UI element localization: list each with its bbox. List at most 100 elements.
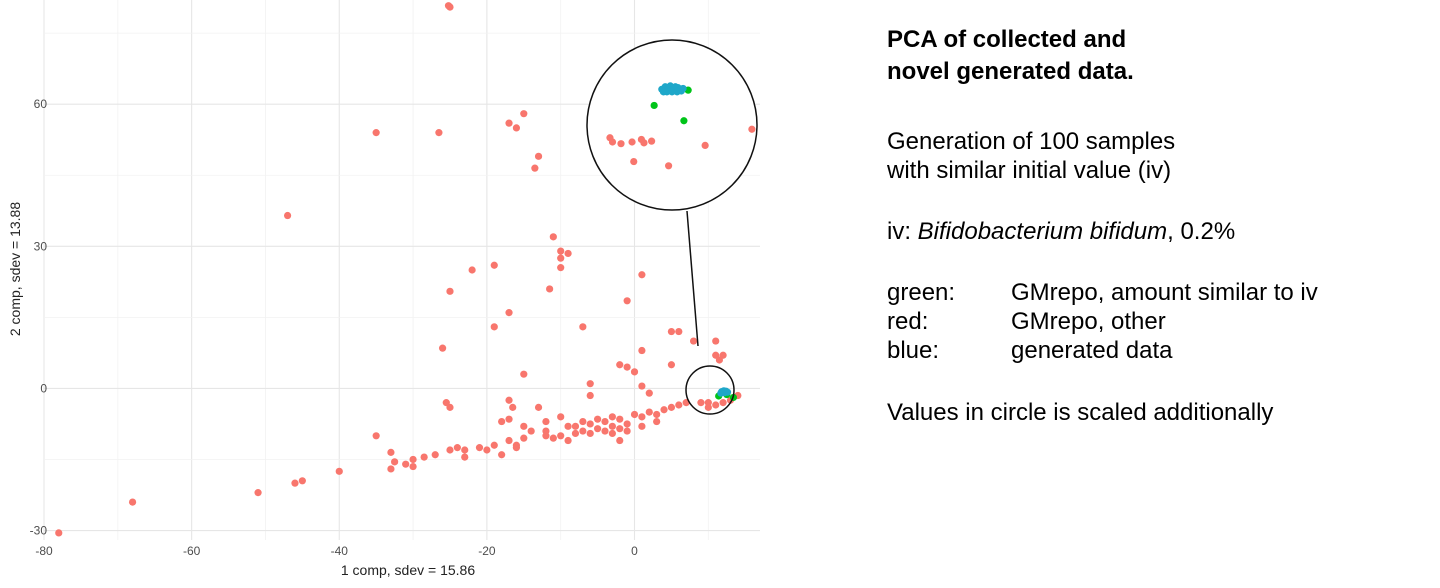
footnote: Values in circle is scaled additionally: [887, 399, 1274, 426]
data-point: [531, 164, 539, 172]
data-point: [128, 498, 137, 506]
data-point: [653, 417, 661, 426]
data-point: [638, 382, 646, 390]
data-point: [534, 152, 543, 160]
data-point: [601, 417, 609, 426]
data-point: [505, 436, 513, 445]
inset-data-point: [663, 88, 671, 96]
legend-value: generated data: [1011, 337, 1173, 364]
inset-data-point: [701, 141, 709, 149]
data-point: [520, 110, 528, 118]
data-point: [461, 453, 469, 461]
x-tick-label: -20: [478, 544, 496, 558]
data-point: [608, 422, 616, 430]
inset-data-point: [617, 140, 625, 148]
data-point: [608, 413, 616, 421]
data-point: [697, 399, 705, 407]
data-point: [446, 287, 454, 295]
data-point: [719, 399, 727, 407]
zoom-callout: [586, 39, 758, 415]
data-point: [505, 119, 513, 127]
data-point: [623, 420, 631, 428]
data-point: [601, 427, 609, 435]
inset-data-point: [668, 88, 676, 96]
legend-key: red:: [887, 308, 929, 335]
data-point: [534, 403, 543, 411]
data-point: [689, 337, 698, 345]
data-point: [372, 129, 380, 137]
inset-data-point: [608, 138, 617, 146]
data-point: [712, 401, 720, 409]
zoom-inset-circle: [586, 39, 758, 211]
inset-data-point: [677, 87, 685, 95]
data-point: [475, 444, 484, 452]
initial-value-line: iv: Bifidobacterium bifidum, 0.2%: [887, 217, 1427, 246]
panel-title: PCA of collected and novel generated dat…: [887, 26, 1134, 85]
data-point: [616, 361, 624, 369]
y-tick-label: 0: [40, 381, 47, 395]
data-point: [675, 327, 683, 336]
data-point: [461, 446, 469, 454]
data-point: [645, 389, 653, 397]
description-panel: PCA of collected and novel generated dat…: [887, 24, 1427, 427]
data-point: [409, 462, 417, 471]
data-point: [520, 422, 528, 430]
data-point: [594, 425, 602, 433]
data-point: [638, 422, 646, 430]
data-point: [616, 436, 624, 445]
data-point: [717, 389, 725, 397]
data-point: [557, 247, 565, 255]
data-point: [420, 453, 428, 461]
inset-data-point: [650, 101, 658, 110]
data-point: [254, 489, 262, 497]
data-point: [557, 254, 565, 262]
data-point: [579, 427, 587, 435]
x-tick-label: -40: [331, 544, 349, 558]
data-point: [542, 417, 550, 426]
data-point: [527, 427, 535, 435]
data-point: [715, 356, 724, 364]
data-point: [490, 441, 498, 449]
data-points: [55, 2, 742, 537]
legend-value: GMrepo, other: [1011, 308, 1166, 335]
data-point: [712, 337, 720, 345]
data-point: [557, 413, 565, 421]
data-point: [608, 429, 616, 438]
data-point: [372, 432, 380, 440]
legend: green: GMrepo, amount similar to iv red:…: [887, 278, 1427, 365]
data-point: [571, 422, 580, 430]
y-tick-label: -30: [30, 524, 48, 538]
legend-key: green:: [887, 279, 956, 306]
data-point: [468, 266, 476, 274]
data-point: [564, 249, 572, 258]
data-point: [630, 410, 639, 419]
data-point: [653, 410, 661, 419]
legend-key: blue:: [887, 337, 940, 364]
data-point: [298, 477, 306, 485]
data-point: [645, 408, 653, 416]
data-point: [505, 396, 513, 404]
data-point: [579, 417, 587, 426]
data-point: [571, 429, 580, 438]
data-point: [557, 264, 565, 272]
data-point: [660, 406, 668, 414]
x-tick-label: -80: [35, 544, 53, 558]
iv-prefix: iv:: [887, 218, 918, 245]
data-point: [520, 370, 528, 378]
data-point: [623, 297, 631, 305]
data-point: [557, 432, 565, 440]
data-point: [505, 309, 513, 317]
inset-data-point: [748, 125, 756, 133]
data-point: [675, 401, 683, 409]
y-tick-label: 30: [34, 239, 48, 253]
data-point: [291, 479, 299, 487]
data-point: [586, 391, 594, 400]
data-point: [512, 444, 521, 452]
data-point: [283, 211, 292, 220]
data-point: [490, 323, 498, 331]
data-point: [667, 361, 676, 369]
data-point: [498, 451, 506, 459]
pca-scatter-chart: -80 -60 -40 -20 0 -30 0 30 60 1 comp, sdev = 15.…: [7, 0, 760, 578]
data-point: [387, 448, 395, 456]
data-point: [446, 3, 454, 11]
